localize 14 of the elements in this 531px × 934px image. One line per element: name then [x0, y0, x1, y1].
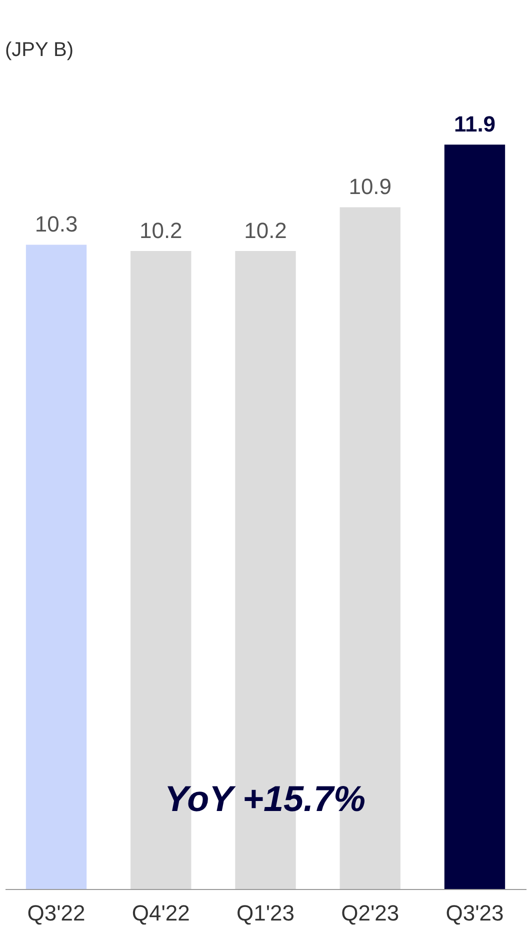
- x-tick-label: Q3'22: [27, 900, 86, 926]
- x-tick-label: Q3'23: [446, 900, 504, 926]
- data-label: 11.9: [454, 112, 496, 137]
- x-tick-label: Q1'23: [236, 900, 295, 926]
- bar: [26, 244, 87, 889]
- annotation: YoY +15.7%: [164, 778, 366, 819]
- bar: [444, 144, 506, 889]
- data-label: 10.9: [348, 174, 392, 200]
- data-label: 10.2: [244, 218, 287, 243]
- x-tick-label: Q2'23: [341, 900, 400, 926]
- data-label: 10.3: [34, 212, 78, 237]
- y-axis-title: (JPY B): [5, 39, 74, 61]
- data-label: 10.2: [139, 218, 182, 243]
- x-tick-label: Q4'22: [132, 900, 190, 926]
